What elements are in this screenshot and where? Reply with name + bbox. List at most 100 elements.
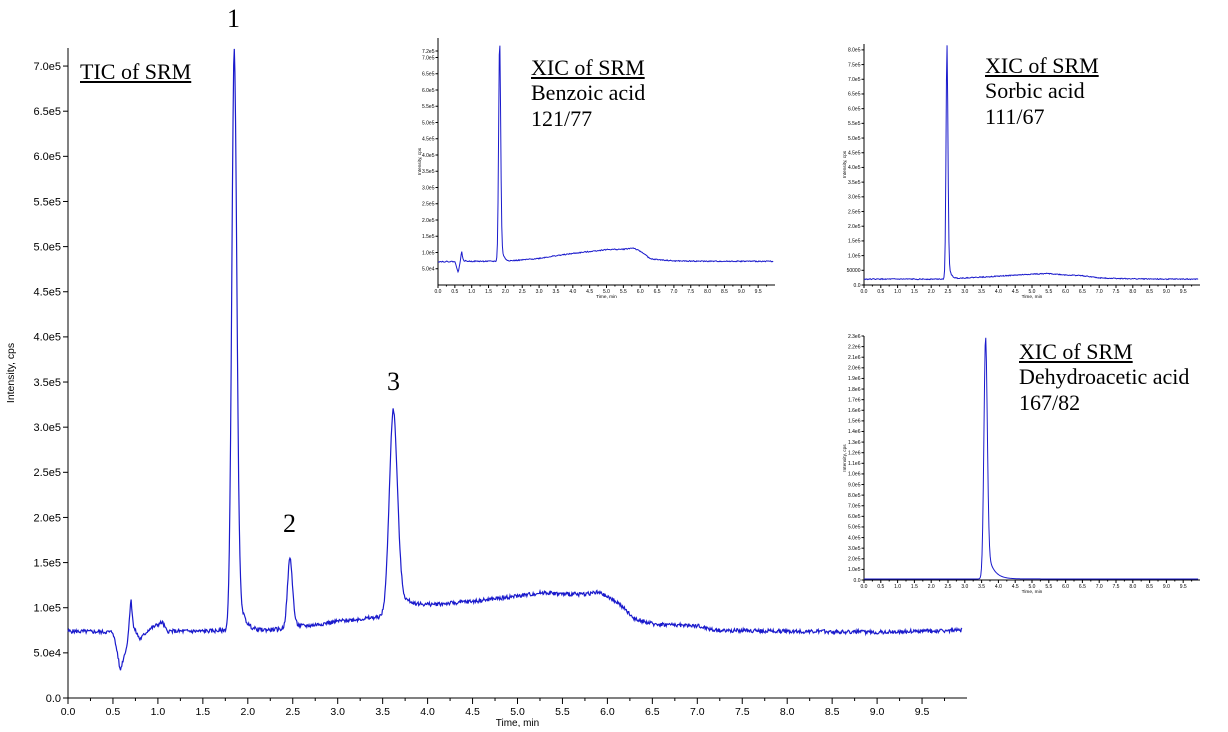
dehydro-y-tick-label: 8.0e5	[848, 493, 861, 499]
benzoic-y-tick-label: 1.5e5	[422, 234, 435, 240]
sorbic-y-tick-label: 5.0e5	[848, 136, 861, 142]
benzoic-y-tick-label: 5.0e4	[422, 267, 435, 273]
main-x-tick-label: 1.5	[196, 706, 211, 718]
benzoic-x-tick-label: 6.5	[654, 289, 661, 295]
main-x-tick-label: 0.5	[106, 706, 121, 718]
benzoic-x-tick-label: 2.5	[519, 289, 526, 295]
benzoic-x-tick-label: 1.0	[468, 289, 475, 295]
dehydro-x-tick-label: 6.5	[1079, 584, 1086, 590]
dehydro-title: XIC of SRM	[1019, 339, 1133, 364]
sorbic-x-tick-label: 3.0	[961, 289, 968, 295]
sorbic-x-tick-label: 5.5	[1045, 289, 1052, 295]
benzoic-x-tick-label: 3.5	[552, 289, 559, 295]
dehydro-y-tick-label: 1.0e6	[848, 472, 861, 478]
dehydro-x-tick-label: 3.0	[961, 584, 968, 590]
sorbic-x-tick-label: 8.5	[1146, 289, 1153, 295]
benzoic-x-tick-label: 8.5	[721, 289, 728, 295]
dehydro-y-tick-label: 6.0e5	[848, 514, 861, 520]
dehydro-y-tick-label: 1.1e6	[848, 461, 861, 467]
sorbic-x-tick-label: 3.5	[978, 289, 985, 295]
peak-label-2: 2	[283, 509, 296, 538]
main-x-tick-label: 7.5	[735, 706, 750, 718]
sorbic-compound: Sorbic acid	[985, 78, 1085, 104]
main-y-tick-label: 4.5e5	[33, 287, 61, 299]
sorbic-x-tick-label: 4.0	[995, 289, 1002, 295]
sorbic-y-tick-label: 1.5e5	[848, 239, 861, 245]
benzoic-x-tick-label: 0.0	[435, 289, 442, 295]
dehydro-x-tick-label: 5.0	[1029, 584, 1036, 590]
benzoic-x-tick-label: 5.0	[603, 289, 610, 295]
sorbic-x-tick-label: 9.5	[1180, 289, 1187, 295]
benzoic-annotation: XIC of SRM Benzoic acid 121/77	[531, 55, 645, 131]
sorbic-x-tick-label: 7.5	[1113, 289, 1120, 295]
dehydro-x-tick-label: 1.0	[894, 584, 901, 590]
benzoic-x-tick-label: 5.5	[620, 289, 627, 295]
benzoic-trace	[437, 45, 774, 274]
sorbic-y-tick-label: 4.0e5	[848, 165, 861, 171]
benzoic-y-tick-label: 3.5e5	[422, 169, 435, 175]
sorbic-x-tick-label: 2.5	[945, 289, 952, 295]
dehydro-y-tick-label: 1.6e6	[848, 408, 861, 414]
sorbic-y-tick-label: 6.5e5	[848, 92, 861, 98]
main-y-tick-label: 6.0e5	[33, 151, 61, 163]
main-x-tick-label: 5.5	[555, 706, 570, 718]
dehydro-y-tick-label: 3.0e5	[848, 546, 861, 552]
dehydro-x-axis-label: Time, min	[1022, 589, 1043, 595]
benzoic-x-tick-label: 0.5	[451, 289, 458, 295]
benzoic-y-tick-label: 3.0e5	[422, 185, 435, 191]
dehydro-y-tick-label: 2.3e6	[848, 334, 861, 340]
dehydro-x-tick-label: 8.0	[1129, 584, 1136, 590]
benzoic-y-tick-label: 7.2e5	[422, 49, 435, 55]
dehydro-y-tick-label: 1.9e6	[848, 376, 861, 382]
dehydro-y-tick-label: 1.7e6	[848, 397, 861, 403]
main-x-tick-label: 6.0	[600, 706, 615, 718]
dehydro-y-tick-label: 9.0e5	[848, 482, 861, 488]
main-x-tick-label: 4.5	[465, 706, 480, 718]
sorbic-transition: 111/67	[985, 103, 1045, 129]
dehydro-y-tick-label: 0.0	[854, 578, 861, 584]
main-x-tick-label: 0.0	[61, 706, 76, 718]
benzoic-title: XIC of SRM	[531, 55, 645, 80]
main-chart: 0.0 0.5 1.0 1.5 2.0 2.5 3.0 3.5 4.0 4.5 5.0 5.5 6.0 6…	[6, 48, 967, 729]
sorbic-x-tick-label: 2.0	[928, 289, 935, 295]
dehydro-transition: 167/82	[1019, 389, 1081, 415]
benzoic-x-tick-label: 1.5	[485, 289, 492, 295]
dehydro-chart: 0.0 0.5 1.0 1.5 2.0 2.5 3.0 3.5 4.0 4.5 5.0 5.5 6.0 6…	[842, 334, 1200, 595]
benzoic-y-tick-label: 5.5e5	[422, 104, 435, 110]
dehydro-y-tick-label: 2.0e6	[848, 366, 861, 372]
sorbic-chart: 0.0 0.5 1.0 1.5 2.0 2.5 3.0 3.5 4.0 4.5 5.0 5.5 6.0 6…	[842, 44, 1200, 300]
dehydro-x-tick-label: 2.0	[928, 584, 935, 590]
main-x-tick-label: 9.0	[870, 706, 885, 718]
sorbic-y-axis-label: Intensity, cps	[842, 150, 848, 178]
main-x-tick-label: 8.0	[780, 706, 795, 718]
dehydro-x-tick-label: 8.5	[1146, 584, 1153, 590]
sorbic-y-tick-label: 1.0e5	[848, 253, 861, 259]
main-y-tick-label: 1.0e5	[33, 603, 61, 615]
dehydro-x-tick-label: 2.5	[945, 584, 952, 590]
benzoic-y-tick-label: 2.0e5	[422, 218, 435, 224]
dehydro-x-tick-label: 9.5	[1180, 584, 1187, 590]
dehydro-x-tick-label: 5.5	[1045, 584, 1052, 590]
sorbic-y-tick-label: 2.5e5	[848, 209, 861, 215]
sorbic-x-tick-label: 1.5	[911, 289, 918, 295]
main-y-tick-label: 0.0	[46, 693, 61, 705]
benzoic-x-tick-label: 7.0	[670, 289, 677, 295]
main-y-tick-label: 6.5e5	[33, 106, 61, 118]
main-x-tick-label: 8.5	[825, 706, 840, 718]
main-y-tick-label: 7.0e5	[33, 61, 61, 73]
dehydro-y-tick-label: 1.2e6	[848, 450, 861, 456]
main-x-tick-label: 9.5	[915, 706, 930, 718]
benzoic-x-tick-label: 8.0	[704, 289, 711, 295]
sorbic-x-axis-label: Time, min	[1022, 294, 1043, 300]
main-trace	[67, 48, 963, 671]
dehydro-y-tick-label: 2.1e6	[848, 355, 861, 361]
sorbic-x-tick-label: 0.0	[861, 289, 868, 295]
sorbic-x-tick-label: 6.0	[1062, 289, 1069, 295]
benzoic-y-tick-label: 5.0e5	[422, 120, 435, 126]
main-y-tick-label: 2.0e5	[33, 512, 61, 524]
sorbic-x-tick-label: 0.5	[877, 289, 884, 295]
benzoic-x-tick-label: 4.0	[569, 289, 576, 295]
sorbic-x-tick-label: 8.0	[1129, 289, 1136, 295]
sorbic-y-tick-label: 7.0e5	[848, 77, 861, 83]
